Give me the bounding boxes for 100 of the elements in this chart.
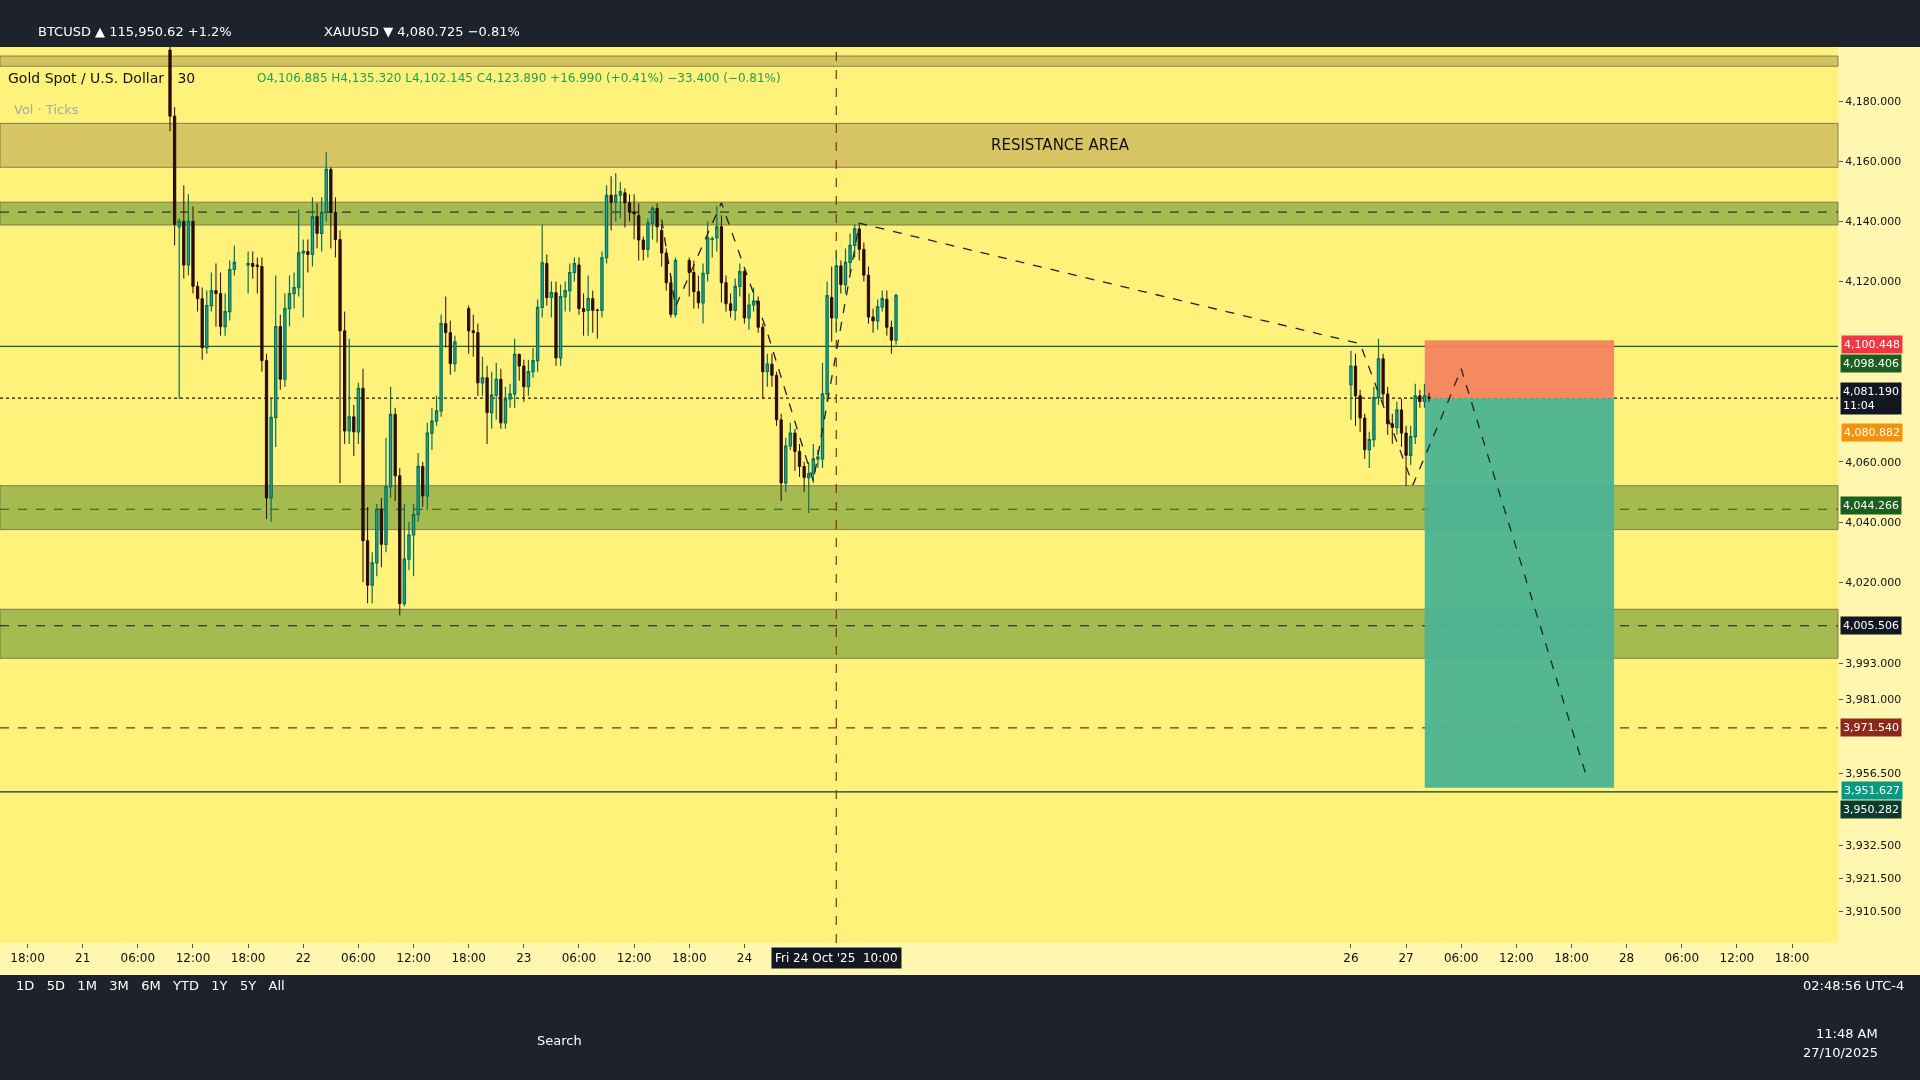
text: 02:48:56 UTC-4 (1803, 978, 1905, 993)
y-tick-label: 3,956.500 (1845, 766, 1902, 780)
candlestick (655, 202, 659, 243)
text: BTCUSD ▲ 115,950.62 +1.2% (38, 24, 232, 39)
x-tick-label: 12:00 (396, 951, 431, 966)
candlestick (623, 187, 627, 228)
y-tick-label: 3,910.500 (1845, 905, 1902, 919)
line-series (661, 202, 1586, 774)
candlestick (356, 382, 361, 445)
x-tick-label: 12:00 (1499, 951, 1534, 966)
candlestick (347, 338, 351, 445)
ref-line-label: 4,005.506 (1843, 619, 1899, 632)
candlestick (586, 274, 590, 337)
text: Search (537, 1033, 582, 1048)
x-tick-label: 12:00 (1719, 951, 1755, 966)
candlestick (453, 335, 457, 373)
candlestick (1349, 350, 1353, 421)
band-label: RESISTANCE AREA (991, 136, 1130, 154)
y-tick-label: 4,040.000 (1845, 515, 1902, 529)
candlestick (549, 280, 554, 319)
candlestick (315, 202, 319, 249)
x-tick-label: 18:00 (10, 951, 45, 966)
candlestick (352, 404, 356, 457)
candlestick (545, 253, 549, 307)
candlestick (480, 356, 485, 397)
y-tick-label: 3,921.500 (1845, 872, 1902, 886)
candlestick (1390, 413, 1394, 445)
y-tick-label: 4,140.000 (1845, 215, 1902, 229)
x-tick-label: 06:00 (1443, 951, 1479, 966)
candlestick (637, 202, 641, 261)
annotation: Vol · Ticks (14, 102, 79, 117)
x-tick-label: 06:00 (1664, 951, 1700, 966)
candlestick (503, 386, 508, 430)
text: 4,080.882 (1844, 426, 1900, 439)
y-tick-label: 4,020.000 (1845, 576, 1902, 590)
x-tick-label: 06:00 (341, 951, 376, 966)
candlestick (1422, 383, 1427, 409)
ref-line-label: Fri 24 Oct '25 10:00 (775, 951, 898, 965)
candlestick (614, 172, 618, 222)
candlestick (742, 269, 747, 325)
candlestick (306, 238, 310, 273)
candlestick (1418, 389, 1422, 409)
candlestick (444, 296, 448, 349)
x-tick-label: 21 (75, 951, 91, 966)
x-tick-label: 27 (1398, 951, 1414, 966)
candlestick (558, 283, 563, 367)
x-tick-label: 18:00 (1554, 951, 1589, 966)
candlestick (499, 368, 503, 430)
candlestick (1395, 401, 1399, 436)
candlestick (278, 314, 282, 391)
x-tick-label: 06:00 (561, 951, 597, 966)
y-tick-label: 3,993.000 (1845, 657, 1902, 671)
candlestick (632, 193, 636, 240)
x-tick-label: 24 (736, 951, 753, 966)
x-tick-label: 12:00 (616, 951, 652, 966)
candlestick (609, 175, 613, 231)
text: 4,100.448 (1844, 338, 1900, 351)
text: O4,106.885 H4,135.320 L4,102.145 C4,123.890 +16.990 (+0.41%) −33.400 (−0.81%) (257, 71, 781, 85)
candlestick (177, 217, 181, 400)
x-tick-label: 06:00 (120, 951, 156, 966)
candlestick (641, 235, 645, 261)
ref-line-label: 3,950.282 (1843, 803, 1899, 816)
candlestick (839, 259, 843, 295)
y-tick-label: 3,981.000 (1845, 693, 1902, 707)
x-tick-label: 23 (516, 951, 532, 966)
candlestick (186, 193, 191, 277)
y-tick-label: 4,060.000 (1845, 455, 1902, 469)
candlestick (1427, 392, 1431, 403)
text: 3,951.627 (1844, 784, 1900, 797)
candlestick (765, 353, 770, 388)
x-tick-label: 18:00 (451, 951, 486, 966)
candlestick (448, 320, 452, 376)
ref-line-label: 3,971.540 (1843, 721, 1899, 734)
y-tick-label: 4,120.000 (1845, 275, 1902, 289)
y-tick-label: 3,932.500 (1845, 839, 1902, 853)
ref-line-label: 4,081.190 11:04 (1843, 385, 1899, 413)
x-tick-label: 18:00 (671, 951, 707, 966)
candlestick (379, 497, 384, 568)
candlestick (310, 196, 315, 268)
candlestick (834, 250, 839, 334)
candlestick (894, 292, 898, 346)
y-tick-label: 4,160.000 (1845, 155, 1902, 169)
text: 1D 5D 1M 3M 6M YTD 1Y 5Y All (16, 978, 285, 993)
candlestick (485, 365, 489, 445)
x-tick-label: 22 (295, 951, 311, 966)
x-tick-label: 18:00 (1774, 951, 1810, 966)
x-tick-label: 28 (1618, 951, 1635, 966)
text: Gold Spot / U.S. Dollar · 30 (8, 69, 196, 86)
candlestick (467, 305, 471, 355)
candlestick (246, 250, 250, 295)
candlestick (830, 265, 834, 343)
text: 11:48 AM (1816, 1026, 1878, 1041)
ref-line-label: 4,044.266 (1843, 499, 1899, 512)
x-tick-label: 26 (1343, 951, 1359, 966)
y-tick-label: 4,180.000 (1845, 94, 1902, 108)
candlestick (747, 292, 751, 331)
candlestick (402, 503, 407, 607)
candlestick (554, 281, 558, 367)
candlestick (660, 223, 664, 267)
text: 27/10/2025 (1803, 1045, 1878, 1060)
